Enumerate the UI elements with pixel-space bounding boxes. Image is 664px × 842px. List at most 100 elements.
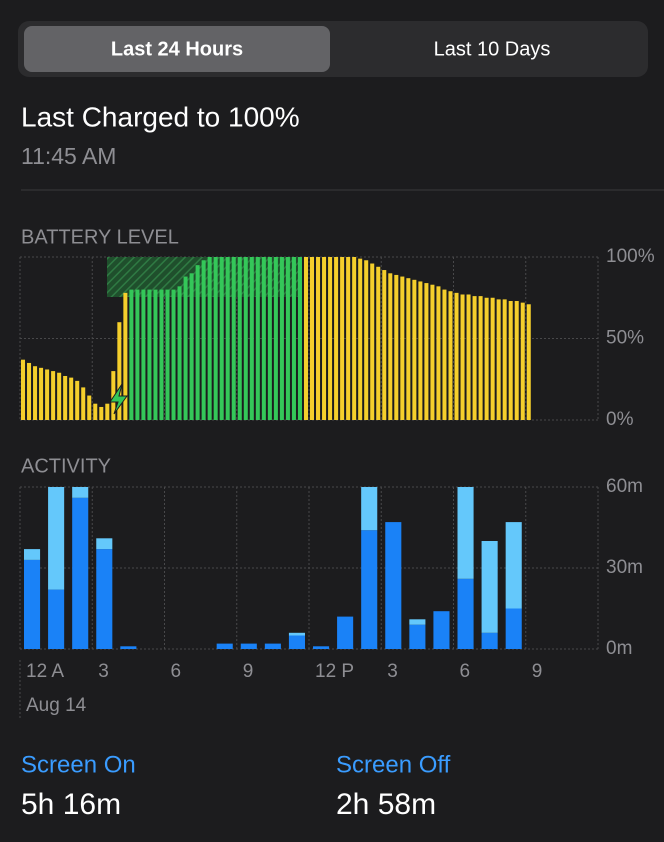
bar (288, 632, 305, 636)
bar (442, 289, 447, 420)
y-tick-label: 0% (606, 409, 634, 430)
bar (261, 257, 266, 420)
bar (505, 522, 522, 609)
bar (81, 387, 86, 420)
bar (466, 294, 471, 420)
bar (231, 257, 236, 420)
date-label: Aug 14 (26, 695, 87, 716)
bar (430, 284, 435, 420)
bar (288, 635, 305, 649)
bar (48, 487, 65, 590)
bar (472, 296, 477, 420)
bar (51, 371, 56, 420)
bar (219, 257, 224, 420)
bar (21, 359, 26, 420)
tab[interactable]: Last 24 Hours (111, 38, 243, 60)
bar (460, 294, 465, 420)
bar (75, 380, 80, 420)
bar (111, 371, 116, 420)
bar (358, 258, 363, 420)
bar (96, 549, 113, 649)
bar (183, 276, 188, 420)
bar (177, 286, 182, 420)
bar (135, 289, 140, 420)
bar (328, 257, 333, 420)
bar (57, 372, 62, 420)
x-tick-label: 9 (243, 661, 254, 682)
bar (361, 487, 378, 531)
bar (508, 301, 513, 420)
bar (216, 643, 233, 649)
bar (207, 257, 212, 420)
bar (159, 289, 164, 420)
bar (412, 279, 417, 420)
bar (313, 646, 330, 649)
bar (72, 487, 89, 498)
bar (409, 624, 426, 649)
bar (273, 257, 278, 420)
bar (361, 530, 378, 649)
bar (297, 257, 302, 420)
bar (316, 257, 321, 420)
charge-time: 11:45 AM (21, 143, 116, 169)
bar (87, 395, 92, 420)
bar (478, 296, 483, 420)
x-tick-label: 12 P (315, 661, 354, 682)
bar (189, 273, 194, 420)
bar (505, 608, 522, 649)
x-tick-label: 12 A (26, 661, 64, 682)
bar (376, 266, 381, 420)
charge-title: Last Charged to 100% (21, 101, 300, 132)
bar (264, 643, 281, 649)
bar (165, 289, 170, 420)
bar (225, 257, 230, 420)
x-tick-label: 3 (387, 661, 398, 682)
summary-value: 5h 16m (21, 788, 121, 821)
bar (433, 611, 450, 649)
bar (394, 274, 399, 420)
bar (484, 297, 489, 420)
bar (69, 377, 74, 420)
bar (171, 289, 176, 420)
bar (334, 257, 339, 420)
bar (382, 270, 387, 420)
bar (310, 257, 315, 420)
bar (424, 283, 429, 420)
chart-title: ACTIVITY (21, 455, 111, 477)
bar (322, 257, 327, 420)
bar (255, 257, 260, 420)
bar (117, 322, 122, 420)
bar (520, 302, 525, 420)
bar (340, 257, 345, 420)
bar (303, 257, 308, 420)
bar (448, 291, 453, 420)
bar (267, 257, 272, 420)
bar (490, 297, 495, 420)
bar (213, 257, 218, 420)
bar (285, 257, 290, 420)
bar (370, 263, 375, 420)
summary-value: 2h 58m (336, 788, 436, 821)
bar (457, 487, 474, 579)
y-tick-label: 100% (606, 246, 655, 267)
tab[interactable]: Last 10 Days (434, 38, 551, 60)
bar (39, 367, 44, 420)
activity-chart: 0m 30m 60m 12 A 3 6 9 12 P 3 6 9 (19, 476, 643, 720)
bar (99, 406, 104, 420)
bar (243, 257, 248, 420)
bar (120, 646, 137, 649)
charging-icon (109, 383, 128, 415)
bar (481, 541, 498, 633)
bar (237, 257, 242, 420)
bar (48, 589, 65, 649)
y-tick-label: 30m (606, 557, 643, 578)
bar (141, 289, 146, 420)
bar (385, 522, 402, 649)
bar (249, 257, 254, 420)
selected-segment[interactable] (24, 26, 330, 72)
bar (481, 632, 498, 649)
x-tick-label: 9 (532, 661, 543, 682)
